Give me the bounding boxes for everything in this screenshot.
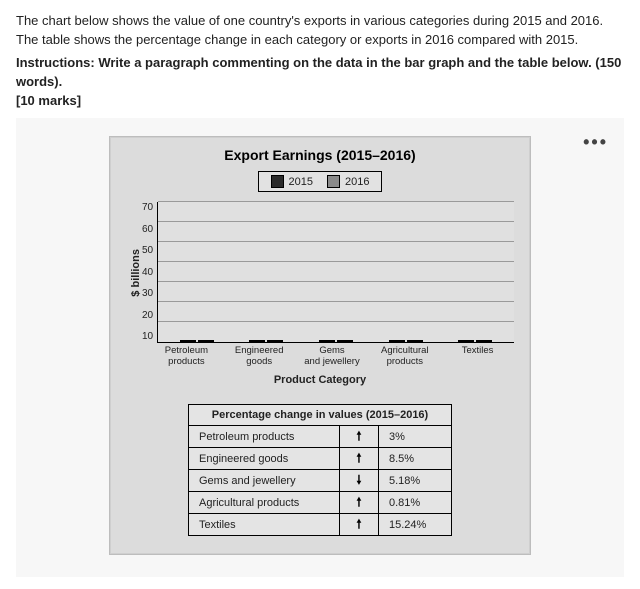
table-title: Percentage change in values (2015–2016) [189, 405, 452, 426]
bar-group [235, 340, 298, 342]
instructions-text: Instructions: Write a paragraph commenti… [16, 54, 624, 92]
bar [249, 340, 265, 342]
y-tick: 40 [142, 267, 153, 278]
x-axis-label: Product Category [126, 374, 514, 386]
marks-text: [10 marks] [16, 93, 624, 108]
value-cell: 15.24% [379, 514, 452, 536]
y-axis-ticks: 70 60 50 40 30 20 10 [142, 202, 157, 342]
plot-area [157, 202, 514, 343]
legend-swatch-2016 [327, 175, 340, 188]
x-tick: Agriculturalproducts [372, 346, 438, 368]
y-tick: 20 [142, 310, 153, 321]
bar [180, 340, 196, 342]
change-table: Percentage change in values (2015–2016) … [188, 404, 452, 536]
y-axis-label: $ billions [126, 249, 142, 297]
chart-title: Export Earnings (2015–2016) [126, 147, 514, 163]
x-tick: Engineeredgoods [226, 346, 292, 368]
arrow-up-icon: 🠕 [340, 426, 379, 448]
bar-group [166, 340, 229, 342]
category-cell: Textiles [189, 514, 340, 536]
bar-chart: Export Earnings (2015–2016) 2015 2016 $ … [110, 137, 530, 394]
table-row: Petroleum products🠕3% [189, 426, 452, 448]
x-axis-ticks: Petroleumproducts Engineeredgoods Gemsand … [126, 346, 514, 368]
category-cell: Engineered goods [189, 448, 340, 470]
value-cell: 0.81% [379, 492, 452, 514]
bar [476, 340, 492, 342]
arrow-up-icon: 🠕 [340, 514, 379, 536]
bar-group [374, 340, 437, 342]
category-cell: Gems and jewellery [189, 470, 340, 492]
value-cell: 5.18% [379, 470, 452, 492]
y-tick: 10 [142, 331, 153, 342]
legend-swatch-2015 [271, 175, 284, 188]
table-row: Engineered goods🠕8.5% [189, 448, 452, 470]
arrow-up-icon: 🠕 [340, 448, 379, 470]
change-table-wrap: Percentage change in values (2015–2016) … [110, 394, 530, 554]
bar [337, 340, 353, 342]
y-tick: 70 [142, 202, 153, 213]
chart-legend: 2015 2016 [258, 171, 383, 192]
legend-item-2016: 2016 [327, 175, 369, 188]
bar [319, 340, 335, 342]
figure-container: ••• Export Earnings (2015–2016) 2015 201… [16, 118, 624, 577]
intro-text: The chart below shows the value of one c… [16, 12, 624, 50]
bar [458, 340, 474, 342]
arrow-down-icon: 🠗 [340, 470, 379, 492]
x-tick: Petroleumproducts [154, 346, 220, 368]
bar-group [444, 340, 507, 342]
y-tick: 30 [142, 288, 153, 299]
x-tick: Gemsand jewellery [299, 346, 365, 368]
legend-item-2015: 2015 [271, 175, 313, 188]
y-tick: 50 [142, 245, 153, 256]
table-row: Textiles🠕15.24% [189, 514, 452, 536]
value-cell: 8.5% [379, 448, 452, 470]
y-tick: 60 [142, 224, 153, 235]
overflow-menu-icon[interactable]: ••• [583, 132, 608, 153]
table-row: Gems and jewellery🠗5.18% [189, 470, 452, 492]
category-cell: Agricultural products [189, 492, 340, 514]
arrow-up-icon: 🠕 [340, 492, 379, 514]
bar [198, 340, 214, 342]
legend-label-2016: 2016 [345, 176, 369, 188]
value-cell: 3% [379, 426, 452, 448]
legend-label-2015: 2015 [289, 176, 313, 188]
bar-group [305, 340, 368, 342]
x-tick: Textiles [445, 346, 511, 368]
table-row: Agricultural products🠕0.81% [189, 492, 452, 514]
bar [407, 340, 423, 342]
category-cell: Petroleum products [189, 426, 340, 448]
bar [389, 340, 405, 342]
bar [267, 340, 283, 342]
chart-card: Export Earnings (2015–2016) 2015 2016 $ … [109, 136, 531, 555]
